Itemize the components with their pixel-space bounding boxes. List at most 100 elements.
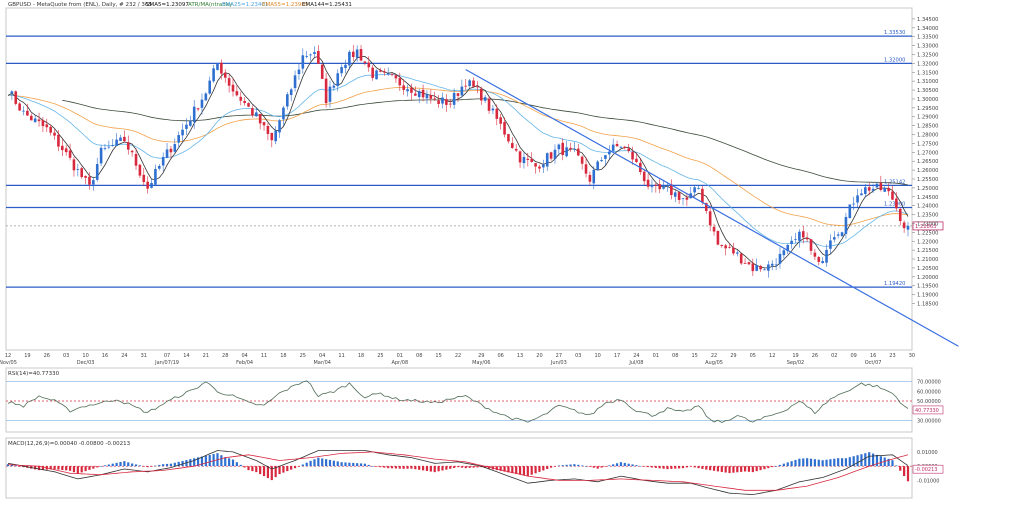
indicator-ema144: EMA144=1.25431 xyxy=(302,2,352,8)
candle-body xyxy=(728,246,731,248)
macd-histogram-bar xyxy=(646,466,650,468)
macd-histogram-bar xyxy=(375,466,378,467)
macd-histogram-bar xyxy=(755,466,758,472)
candle-body xyxy=(491,108,495,111)
candle-body xyxy=(767,264,770,271)
macd-histogram-bar xyxy=(538,466,541,472)
y-tick-label: 1.21500 xyxy=(917,248,938,254)
macd-histogram-bar xyxy=(600,466,603,468)
y-tick-label: 1.24500 xyxy=(917,195,938,201)
current-price-tag xyxy=(912,221,944,231)
candle-body xyxy=(716,231,720,245)
candle-body xyxy=(712,226,716,232)
candle-body xyxy=(635,158,638,163)
x-month-label: Apr/08 xyxy=(391,360,408,366)
macd-histogram-bar xyxy=(518,466,522,475)
macd-histogram-bar xyxy=(387,466,390,469)
x-tick-label: 04 xyxy=(241,353,247,359)
candle-body xyxy=(367,62,371,68)
candle-body xyxy=(76,169,80,170)
candle-body xyxy=(68,150,72,158)
macd-histogram-bar xyxy=(441,466,444,471)
macd-histogram-bar xyxy=(274,466,277,478)
macd-histogram-bar xyxy=(573,464,576,467)
candle-body xyxy=(103,148,107,150)
macd-histogram-bar xyxy=(189,459,192,467)
candle-body xyxy=(739,253,743,264)
rsi-label: RSI(14)=40.77330 xyxy=(8,371,60,377)
candle-body xyxy=(860,193,863,196)
candle-body xyxy=(410,87,413,93)
candle-body xyxy=(348,51,351,66)
candle-body xyxy=(627,148,630,151)
candle-body xyxy=(379,70,382,72)
candle-body xyxy=(142,174,146,183)
candle-body xyxy=(26,110,29,116)
candle-body xyxy=(293,75,297,89)
macd-tick-label: -0.01000 xyxy=(917,478,939,484)
candle-body xyxy=(895,198,898,209)
candle-body xyxy=(604,155,607,159)
y-tick-label: 1.27000 xyxy=(917,150,938,156)
candle-body xyxy=(88,176,91,185)
current-price-label: 1.22863 xyxy=(915,224,936,230)
candle-body xyxy=(126,142,130,150)
candle-body xyxy=(398,78,402,86)
candle-body xyxy=(37,119,41,122)
x-tick-label: 29 xyxy=(478,353,484,359)
macd-histogram-bar xyxy=(49,466,52,470)
y-tick-label: 1.32500 xyxy=(917,52,938,58)
y-tick-label: 1.33500 xyxy=(917,35,938,41)
macd-histogram-bar xyxy=(848,457,851,467)
candle-body xyxy=(530,159,534,163)
candle-body xyxy=(902,222,906,229)
y-tick-label: 1.19500 xyxy=(917,284,938,290)
macd-histogram-bar xyxy=(627,463,630,467)
rsi-current-tag xyxy=(912,405,944,415)
x-tick-label: 01 xyxy=(397,353,403,359)
macd-histogram-bar xyxy=(852,456,855,467)
candle-body xyxy=(545,153,549,167)
macd-histogram-bar xyxy=(336,461,339,467)
rsi-tick-label: 60.00000 xyxy=(917,389,941,395)
candle-body xyxy=(511,143,514,148)
x-tick-label: 03 xyxy=(63,353,69,359)
x-month-label: Feb/04 xyxy=(236,360,253,366)
x-tick-label: 31 xyxy=(141,353,147,359)
candle-body xyxy=(286,94,289,107)
macd-histogram-bar xyxy=(879,456,882,467)
indicator-atr: ATR/MA(ntraday xyxy=(188,2,233,8)
candle-body xyxy=(650,186,654,188)
x-tick-label: 29 xyxy=(730,353,736,359)
candle-body xyxy=(235,91,239,96)
macd-histogram-bar xyxy=(259,466,262,475)
candle-body xyxy=(266,125,270,134)
candle-body xyxy=(805,237,809,240)
x-month-label: Jul/08 xyxy=(628,360,643,366)
candle-body xyxy=(192,106,196,123)
candle-body xyxy=(115,139,118,146)
candle-body xyxy=(596,161,599,171)
macd-histogram-bar xyxy=(522,466,526,476)
candle-body xyxy=(208,80,212,94)
macd-histogram-bar xyxy=(654,466,657,468)
candle-body xyxy=(146,181,149,189)
candle-body xyxy=(49,126,52,133)
macd-histogram-bar xyxy=(68,466,72,471)
candle-body xyxy=(642,171,646,182)
candle-body xyxy=(468,80,471,87)
macd-histogram-bar xyxy=(456,466,460,468)
candle-body xyxy=(576,148,580,156)
macd-histogram-bar xyxy=(433,466,436,473)
macd-histogram-bar xyxy=(864,453,867,467)
candle-body xyxy=(476,86,479,88)
candle-body xyxy=(848,204,852,219)
candle-body xyxy=(549,152,553,159)
level-label: 1.25142 xyxy=(884,179,905,185)
macd-histogram-bar xyxy=(37,466,41,471)
macd-histogram-bar xyxy=(231,459,235,467)
macd-histogram-bar xyxy=(158,464,161,467)
x-tick-label: 15 xyxy=(435,353,441,359)
macd-histogram-bar xyxy=(584,466,588,467)
x-month-label: Oct/07 xyxy=(865,360,882,366)
